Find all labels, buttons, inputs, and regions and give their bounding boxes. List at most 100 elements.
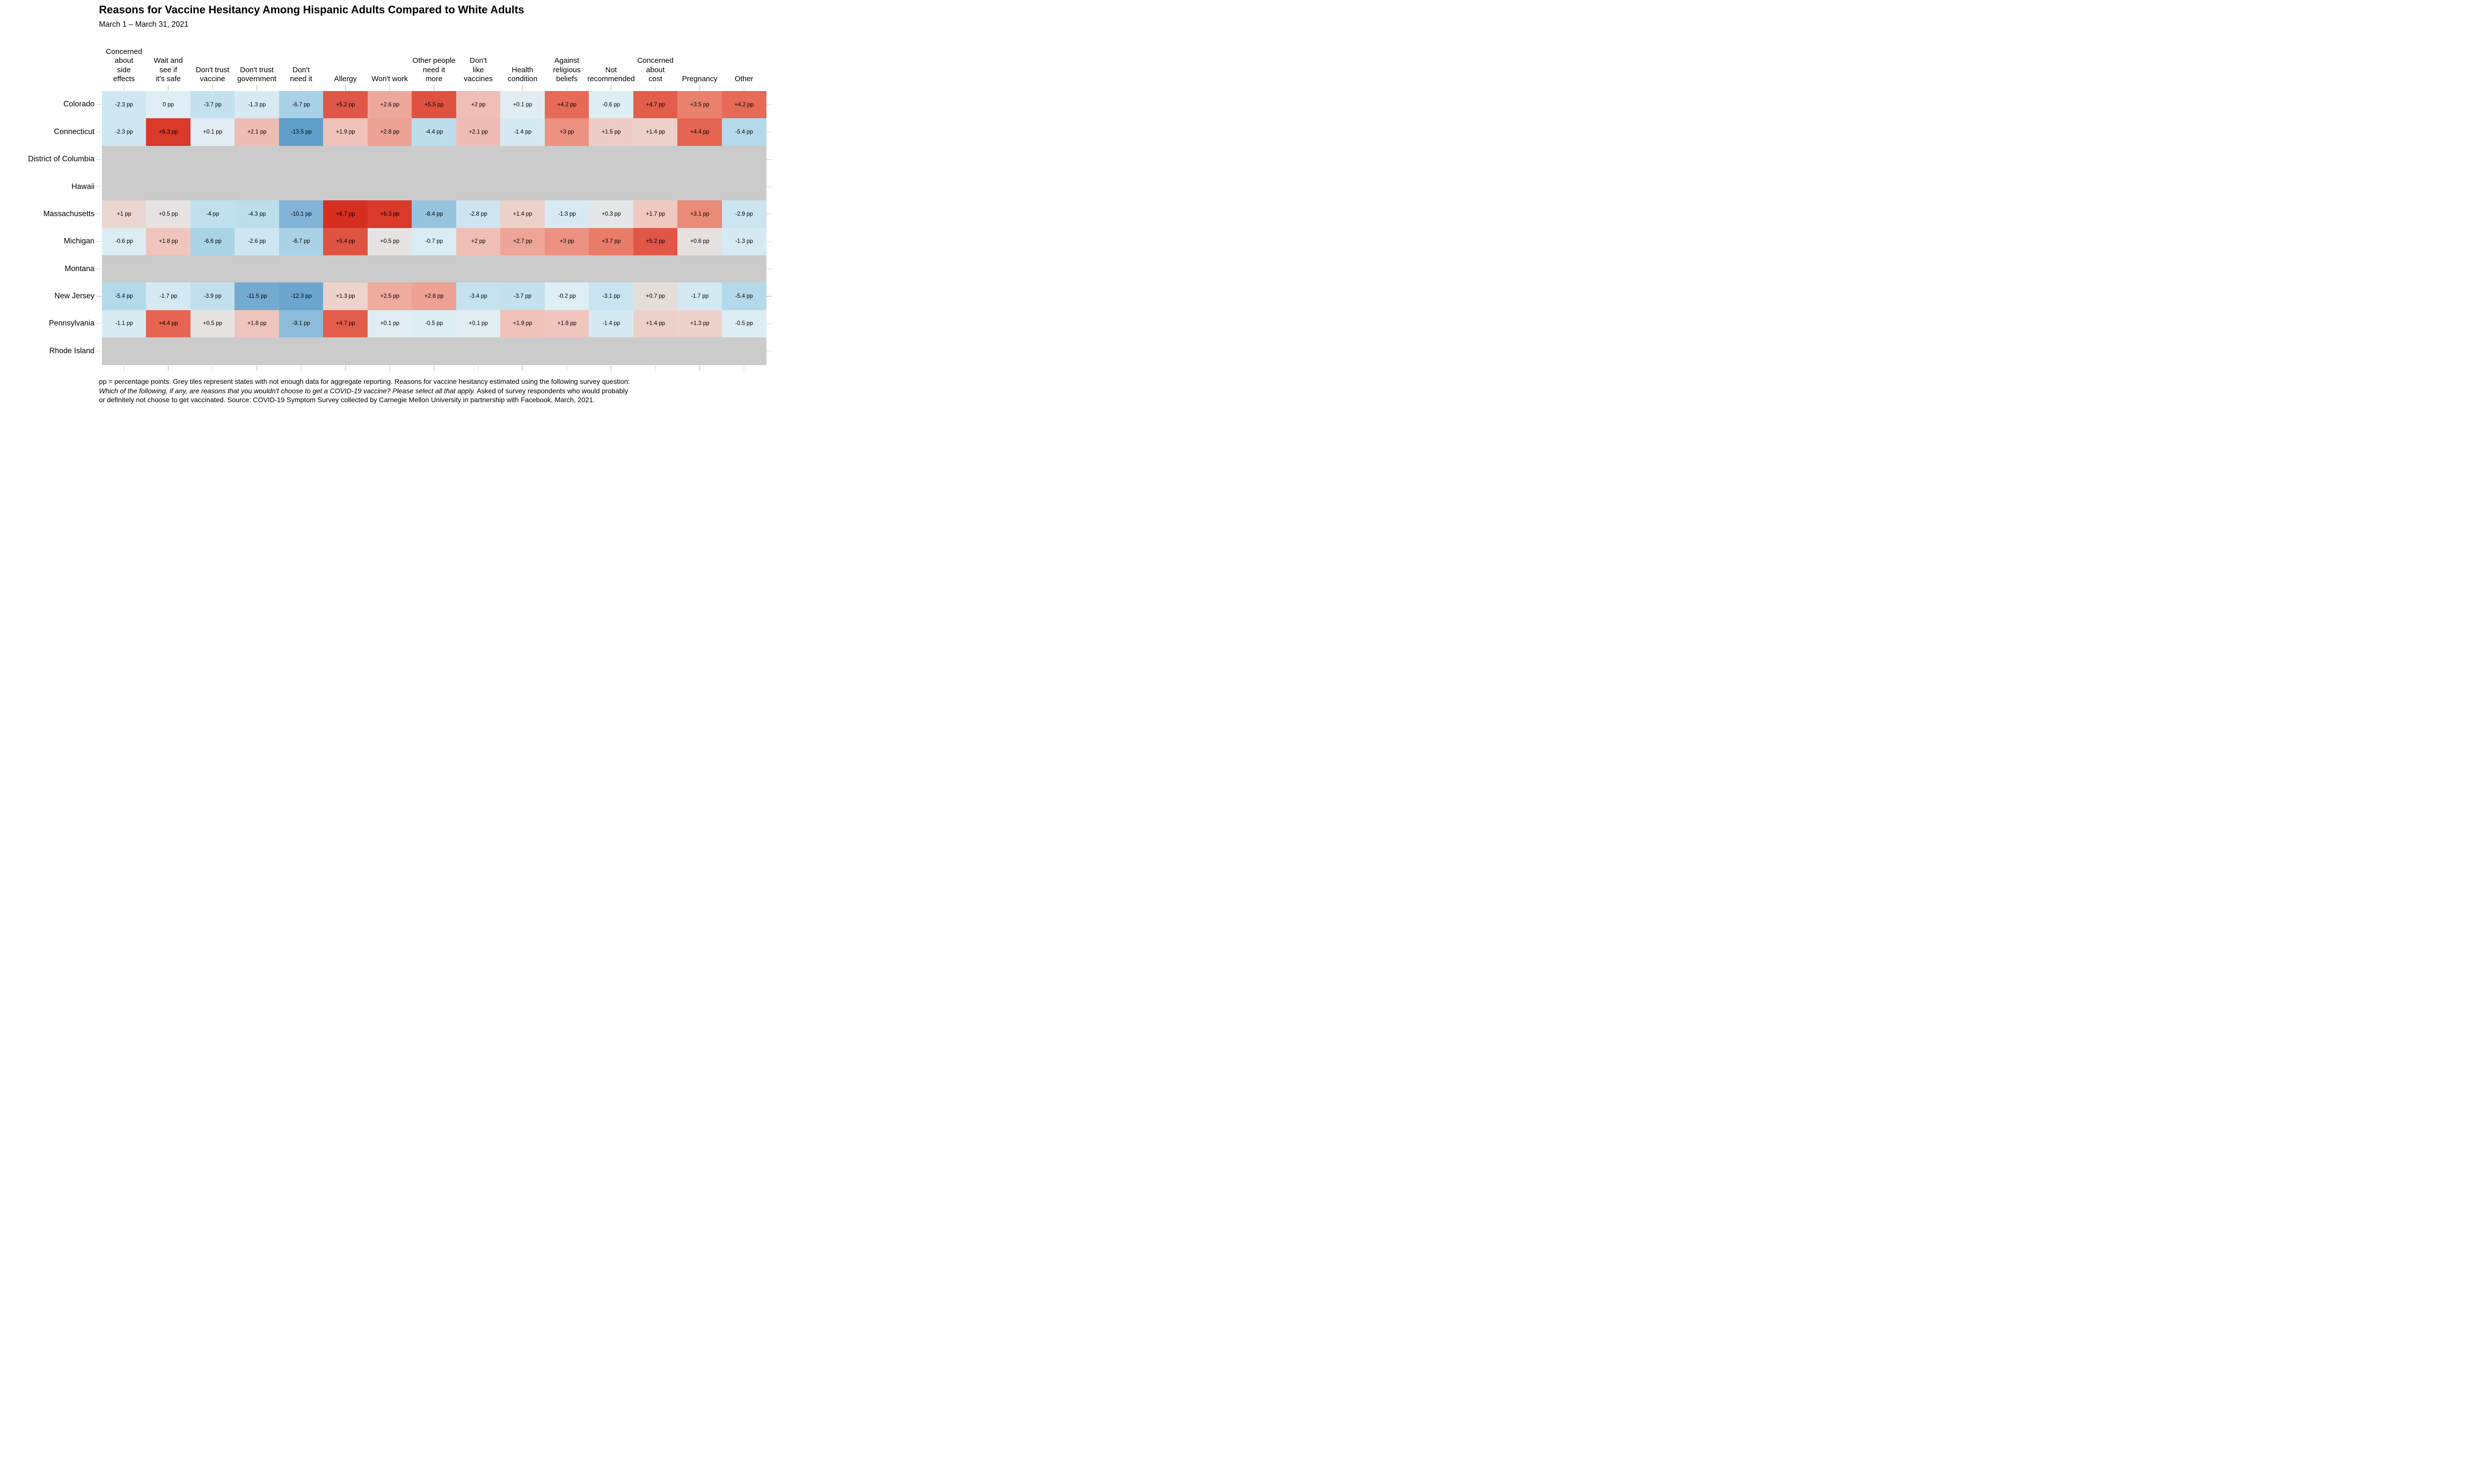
heatmap-cell: +0.6 pp	[677, 228, 722, 256]
chart-subtitle: March 1 – March 31, 2021	[99, 20, 189, 29]
footnote-survey-question: Which of the following, if any, are reas…	[99, 386, 476, 395]
heatmap-cell-na	[677, 337, 722, 365]
heatmap-cell-na	[323, 255, 368, 283]
heatmap-cell: -6.7 pp	[279, 91, 324, 119]
heatmap-cell-na	[279, 337, 324, 365]
heatmap-cell-na	[677, 255, 722, 283]
heatmap-cell: -13.5 pp	[279, 118, 324, 146]
column-tick-bottom	[389, 365, 390, 371]
heatmap-cell: -8.4 pp	[412, 200, 457, 228]
heatmap-cell: -0.6 pp	[589, 91, 634, 119]
heatmap-cell-na	[589, 255, 634, 283]
heatmap-cell: +3 pp	[544, 118, 589, 146]
heatmap-cell: -11.5 pp	[235, 282, 280, 310]
heatmap-cell: +2.1 pp	[235, 118, 280, 146]
heatmap-cell-na	[146, 255, 191, 283]
heatmap-cell: -5.4 pp	[721, 118, 766, 146]
column-tick-bottom	[256, 365, 257, 371]
heatmap-cell-na	[500, 255, 545, 283]
column-tick-top	[389, 85, 390, 91]
column-header: Wait and see if it's safe	[153, 56, 183, 84]
heatmap-cell: +0.7 pp	[633, 282, 678, 310]
column-tick-top	[699, 85, 700, 91]
heatmap-cell: -0.7 pp	[412, 228, 457, 256]
heatmap-cell: +1.8 pp	[235, 310, 280, 338]
heatmap-cell: -4 pp	[190, 200, 235, 228]
heatmap-cell-na	[367, 255, 412, 283]
column-tick-top	[522, 85, 523, 91]
heatmap-cell: +4.4 pp	[677, 118, 722, 146]
heatmap-cell-na	[101, 255, 146, 283]
heatmap-cell: +1.4 pp	[633, 310, 678, 338]
heatmap-cell: +2.6 pp	[367, 91, 412, 119]
heatmap-cell: -1.7 pp	[146, 282, 191, 310]
heatmap-cell: -0.6 pp	[101, 228, 146, 256]
heatmap-cell-na	[146, 173, 191, 201]
heatmap-cell-na	[101, 337, 146, 365]
heatmap-cell-na	[412, 337, 457, 365]
heatmap-cell-na	[412, 145, 457, 174]
heatmap-cell: -9.1 pp	[279, 310, 324, 338]
column-header: Won't work	[371, 75, 408, 84]
heatmap-cell: -3.9 pp	[190, 282, 235, 310]
heatmap-cell: -4.3 pp	[235, 200, 280, 228]
column-header: Other	[734, 75, 754, 84]
heatmap-cell: -6.7 pp	[279, 228, 324, 256]
heatmap-cell-na	[721, 255, 766, 283]
heatmap-cell: +2.5 pp	[367, 282, 412, 310]
heatmap-cell-na	[456, 145, 501, 174]
heatmap-cell: -5.4 pp	[721, 282, 766, 310]
heatmap-cell-na	[589, 145, 634, 174]
heatmap-cell-na	[589, 337, 634, 365]
column-tick-bottom	[433, 365, 434, 371]
heatmap-cell-na	[544, 337, 589, 365]
heatmap-cell: -2.3 pp	[101, 91, 146, 119]
heatmap-cell-na	[146, 145, 191, 174]
heatmap-cell: +6.3 pp	[146, 118, 191, 146]
heatmap-cell: +2 pp	[456, 91, 501, 119]
row-label: Rhode Island	[49, 346, 95, 355]
row-label: New Jersey	[54, 291, 95, 300]
heatmap-cell-na	[544, 145, 589, 174]
heatmap-cell: -1.4 pp	[500, 118, 545, 146]
heatmap-cell: +0.5 pp	[190, 310, 235, 338]
heatmap-cell-na	[412, 173, 457, 201]
heatmap-cell-na	[456, 173, 501, 201]
column-header: Not recommended	[587, 65, 635, 84]
heatmap-cell-na	[367, 337, 412, 365]
column-header: Pregnancy	[682, 75, 717, 84]
heatmap-cell: +0.1 pp	[190, 118, 235, 146]
heatmap-cell: +4.2 pp	[544, 91, 589, 119]
heatmap-cell-na	[101, 145, 146, 174]
heatmap-cell: +3.5 pp	[677, 91, 722, 119]
heatmap-cell: -3.1 pp	[589, 282, 634, 310]
heatmap-cell-na	[323, 173, 368, 201]
row-tick-left	[95, 241, 101, 242]
column-header: Allergy	[334, 75, 357, 84]
heatmap-cell-na	[279, 173, 324, 201]
chart-title: Reasons for Vaccine Hesitancy Among Hisp…	[99, 3, 524, 16]
heatmap-cell: +1.9 pp	[500, 310, 545, 338]
footnote-line-2: Which of the following, if any, are reas…	[99, 386, 628, 395]
heatmap-cell-na	[235, 145, 280, 174]
heatmap-cell-na	[456, 255, 501, 283]
heatmap-cell: +1.5 pp	[589, 118, 634, 146]
heatmap-cell: -3.7 pp	[500, 282, 545, 310]
heatmap-cell-na	[235, 337, 280, 365]
heatmap-cell: +3.7 pp	[589, 228, 634, 256]
heatmap-cell-na	[412, 255, 457, 283]
heatmap-cell: +5.2 pp	[633, 228, 678, 256]
heatmap-cell-na	[721, 337, 766, 365]
heatmap-cell: +2.1 pp	[456, 118, 501, 146]
heatmap-cell: +1.3 pp	[323, 282, 368, 310]
heatmap-cell: +1 pp	[101, 200, 146, 228]
heatmap-cell: -5.4 pp	[101, 282, 146, 310]
heatmap-cell: +5.4 pp	[323, 228, 368, 256]
heatmap-cell: +1.4 pp	[633, 118, 678, 146]
column-tick-top	[655, 85, 656, 91]
heatmap-cell: +3 pp	[544, 228, 589, 256]
heatmap-cell-na	[235, 255, 280, 283]
heatmap-cell: -2.9 pp	[721, 200, 766, 228]
column-header: Other people need it more	[412, 56, 456, 84]
column-tick-bottom	[655, 365, 656, 371]
